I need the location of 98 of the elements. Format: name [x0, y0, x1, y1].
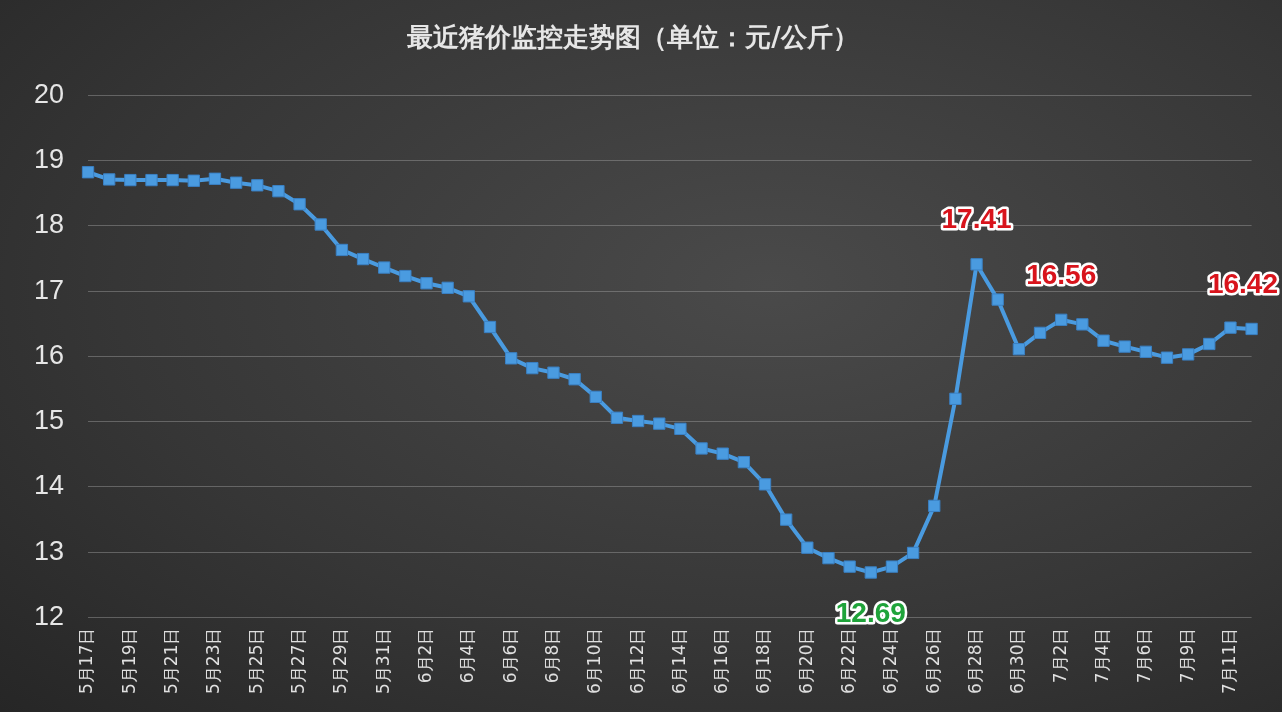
y-tick-label: 17	[33, 274, 65, 305]
point	[483, 320, 497, 334]
x-tick-label: 6月26日	[922, 627, 943, 695]
x-tick-label: 6月4日	[457, 627, 478, 684]
point	[1097, 334, 1110, 347]
point	[822, 551, 835, 565]
point	[1224, 321, 1237, 334]
x-tick-label: 7月9日	[1176, 627, 1197, 684]
point	[568, 373, 581, 386]
point	[251, 179, 264, 192]
point	[589, 390, 602, 404]
point	[780, 513, 793, 526]
x-tick-label: 7月2日	[1049, 627, 1070, 684]
x-tick-label: 7月6日	[1134, 627, 1155, 684]
data-label: 17.41	[941, 203, 1012, 235]
point	[1203, 337, 1216, 351]
point	[441, 281, 454, 294]
point	[1076, 318, 1089, 331]
data-label: 16.42	[1207, 267, 1278, 299]
point	[631, 414, 645, 428]
x-tick-label: 6月2日	[414, 627, 435, 684]
point	[864, 566, 877, 579]
point	[843, 560, 856, 573]
x-tick-label: 6月24日	[880, 627, 901, 695]
y-tick-label: 13	[33, 535, 65, 566]
point	[737, 456, 751, 469]
x-tick-label: 5月19日	[118, 627, 139, 695]
x-tick-label: 7月11日	[1218, 627, 1239, 695]
chart-title: 最近猪价监控走势图（单位：元/公斤）	[406, 22, 859, 53]
x-tick-label: 6月22日	[838, 627, 859, 695]
point	[1118, 340, 1131, 353]
point	[356, 252, 370, 266]
x-tick-label: 5月31日	[372, 627, 393, 695]
point	[145, 173, 158, 187]
x-tick-label: 5月25日	[245, 627, 266, 695]
point	[229, 176, 243, 189]
x-tick-label: 6月30日	[1007, 627, 1028, 695]
x-tick-label: 6月28日	[965, 627, 985, 695]
point	[1181, 348, 1195, 361]
point	[526, 361, 539, 375]
point	[949, 392, 962, 405]
point	[378, 261, 391, 274]
x-tick-label: 6月8日	[541, 627, 562, 684]
x-tick-label: 5月23日	[203, 627, 224, 695]
point	[504, 352, 518, 365]
y-tick-label: 14	[33, 470, 65, 501]
point	[1245, 322, 1258, 336]
point	[906, 546, 920, 560]
y-tick-label: 12	[33, 601, 65, 632]
point	[81, 166, 95, 179]
point	[716, 447, 729, 460]
data-label: 12.69	[835, 597, 906, 629]
point	[166, 173, 179, 187]
point	[653, 417, 666, 430]
point	[970, 258, 983, 271]
y-tick-label: 18	[33, 209, 65, 240]
point	[928, 499, 941, 513]
point	[1012, 343, 1026, 356]
point	[1160, 351, 1174, 364]
point	[695, 442, 708, 455]
point	[399, 269, 412, 283]
x-tick-label: 6月18日	[753, 627, 774, 695]
data-label: 16.56	[1026, 258, 1097, 290]
x-tick-label: 5月29日	[330, 627, 351, 695]
point	[314, 218, 327, 231]
y-tick-label: 16	[33, 339, 65, 370]
point	[1033, 326, 1047, 340]
point	[124, 173, 137, 187]
point	[420, 277, 433, 290]
point	[208, 172, 222, 185]
point	[758, 478, 772, 491]
x-tick-label: 5月27日	[288, 627, 309, 695]
point	[1055, 313, 1068, 326]
point	[610, 411, 624, 424]
x-tick-label: 6月6日	[499, 627, 520, 684]
x-tick-label: 6月14日	[668, 627, 689, 695]
x-tick-label: 5月17日	[76, 627, 97, 695]
y-tick-label: 20	[33, 78, 65, 109]
x-tick-label: 6月10日	[584, 627, 605, 695]
point	[674, 422, 687, 436]
x-tick-label: 5月21日	[161, 627, 182, 695]
x-tick-label: 6月12日	[626, 627, 647, 695]
point	[801, 541, 814, 554]
point	[885, 560, 899, 573]
y-tick-label: 15	[33, 405, 65, 436]
point	[1139, 345, 1152, 358]
x-tick-label: 6月20日	[795, 627, 816, 695]
point	[547, 366, 560, 379]
point	[293, 198, 306, 211]
x-tick-label: 6月16日	[711, 627, 732, 695]
point	[272, 185, 285, 198]
point	[103, 173, 116, 186]
y-tick-label: 19	[33, 143, 65, 174]
x-tick-label: 7月4日	[1091, 627, 1112, 684]
point	[462, 290, 475, 303]
point	[335, 243, 349, 257]
point	[991, 293, 1004, 306]
point	[187, 174, 200, 187]
